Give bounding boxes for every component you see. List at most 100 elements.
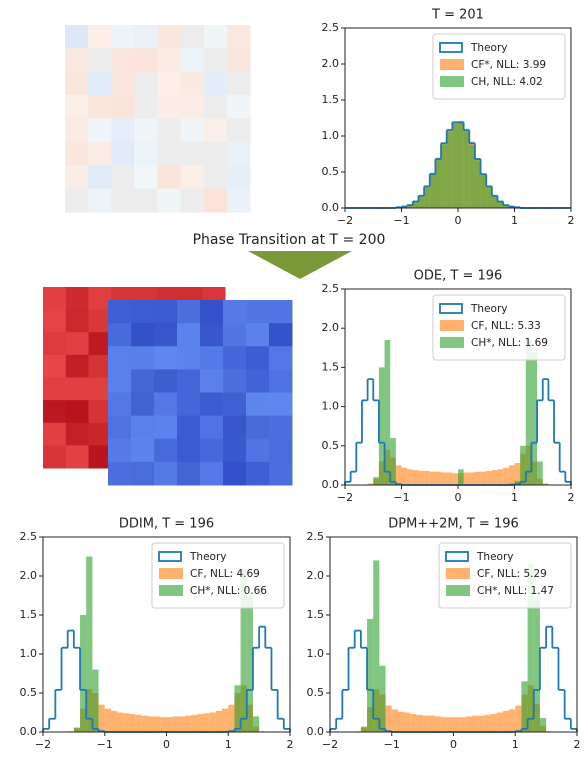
image-pixel (203, 165, 228, 190)
legend-swatch (440, 76, 464, 87)
hist-bar (360, 727, 368, 732)
image-pixel (43, 309, 67, 333)
legend-label: CH*, NLL: 0.66 (190, 585, 267, 597)
image-pixel (108, 392, 132, 417)
image-pixel (157, 141, 182, 166)
hist-bar (496, 712, 503, 732)
legend-label: CF, NLL: 5.33 (471, 320, 541, 332)
image-pixel (203, 141, 228, 166)
image-pixel (65, 287, 89, 311)
y-tick-label: 1.5 (322, 360, 340, 373)
hist-bar (410, 714, 417, 732)
hist-bar (141, 715, 148, 732)
image-pixel (269, 392, 293, 417)
image-pixel (65, 25, 89, 49)
y-tick-label: 2.0 (322, 321, 340, 334)
x-tick-label: 2 (574, 738, 581, 751)
image-pixel (223, 300, 247, 324)
image-pixel (88, 309, 112, 333)
y-tick-label: 2.5 (322, 282, 340, 295)
hist-bar (469, 144, 475, 208)
hist-bar (73, 728, 81, 732)
hist-bar (384, 339, 391, 485)
image-pixel (88, 377, 112, 401)
x-tick-label: −1 (393, 491, 409, 504)
image-pixel (111, 48, 135, 73)
y-tick-label: 0.5 (20, 686, 38, 699)
image-pixel (108, 369, 132, 393)
hist-bar (435, 159, 442, 208)
legend-label: Theory (189, 551, 226, 563)
y-tick-label: 0.5 (322, 165, 340, 178)
image-pixel (43, 400, 67, 424)
hist-bar (435, 471, 442, 485)
hist-bar (185, 715, 192, 732)
image-pixel (226, 141, 251, 166)
image-pixel (200, 392, 224, 417)
image-pixel (43, 422, 67, 446)
image-pixel (65, 165, 89, 190)
image-pixel (111, 141, 135, 166)
image-pixel (65, 400, 89, 424)
hist-bar (515, 705, 522, 732)
hist-bar (497, 200, 504, 208)
hist-bar (373, 477, 379, 485)
hist-bar (446, 131, 453, 208)
image-pixel (154, 438, 178, 463)
axes-frame (344, 288, 572, 486)
legend-swatch (159, 585, 183, 596)
chart-title: ODE, T = 196 (414, 269, 503, 284)
hist-bar (178, 716, 186, 732)
y-tick-label: 1.0 (20, 647, 38, 660)
legend-box (432, 294, 566, 361)
image-pixel (157, 48, 182, 73)
hist-bar (463, 472, 470, 485)
hist-bar (397, 711, 405, 732)
y-tick-label: 2.0 (20, 569, 38, 582)
image-pixel (154, 300, 178, 324)
hist-bar (447, 717, 454, 732)
image-pixel (134, 165, 158, 190)
hist-bar (503, 205, 509, 208)
y-tick-label: 2.0 (322, 57, 340, 70)
image-pixel (108, 300, 132, 324)
hist-bar (252, 716, 260, 732)
hist-bar (412, 470, 419, 485)
image-pixel (203, 71, 228, 96)
hist-bar (491, 470, 498, 485)
image-pixel (246, 369, 270, 393)
image-pixel (246, 346, 270, 370)
x-tick-label: 1 (511, 214, 518, 227)
hist-bar (378, 367, 385, 485)
image-pixel (200, 323, 224, 347)
legend-swatch (440, 59, 464, 70)
image-pixel (131, 415, 155, 440)
image-pixel (88, 118, 112, 143)
image-pixel (108, 461, 132, 486)
x-tick-label: 0 (455, 214, 462, 227)
hist-bar (228, 704, 235, 732)
hist-bar (503, 467, 509, 485)
x-tick-label: 2 (287, 738, 294, 751)
hist-bar (424, 187, 430, 208)
hist-bar (514, 481, 521, 485)
legend-swatch (446, 568, 470, 579)
image-pixel (43, 354, 67, 378)
image-pixel (134, 25, 158, 49)
image-pixel (246, 300, 270, 324)
image-pixel (203, 95, 228, 119)
hist-bar (104, 708, 111, 732)
x-tick-label: −1 (384, 738, 400, 751)
image-pixel (200, 300, 224, 324)
image-pixel (226, 165, 251, 190)
y-tick-label: 0.0 (322, 201, 340, 214)
image-pixel (108, 346, 132, 370)
image-pixel (223, 415, 247, 440)
image-pixel (180, 25, 205, 49)
hist-bar (429, 172, 436, 208)
hist-bar (418, 196, 425, 208)
image-pixel (203, 25, 228, 49)
image-pixel (111, 71, 135, 96)
image-pixel (65, 71, 89, 96)
hist-bar (486, 187, 492, 208)
